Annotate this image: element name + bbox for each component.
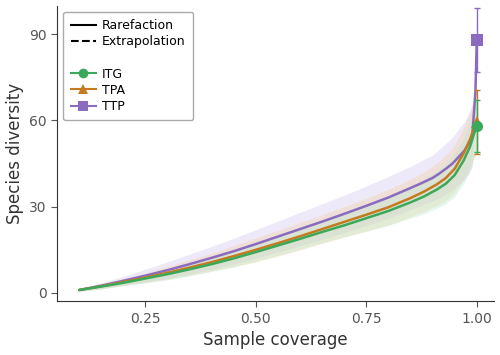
- Legend: Rarefaction, Extrapolation, , ITG, TPA, TTP: Rarefaction, Extrapolation, , ITG, TPA, …: [64, 12, 194, 120]
- X-axis label: Sample coverage: Sample coverage: [204, 332, 348, 349]
- Y-axis label: Species diversity: Species diversity: [6, 83, 24, 224]
